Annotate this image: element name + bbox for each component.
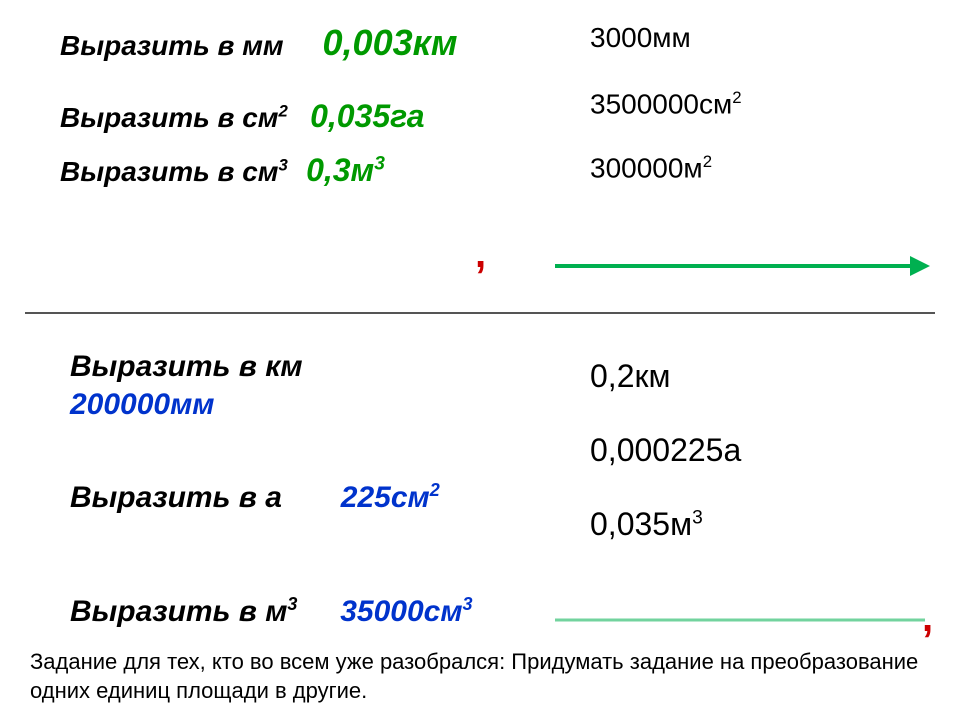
prompt-part: Выразить в см bbox=[60, 156, 278, 187]
prompt-text: Выразить в см3 bbox=[60, 156, 296, 187]
answer-text: 3500000см bbox=[590, 88, 732, 119]
value-text: 0,035га bbox=[310, 98, 425, 134]
value-part: 35000см bbox=[340, 595, 462, 628]
prompt-sup: 3 bbox=[287, 594, 297, 614]
answer-sup: 2 bbox=[732, 88, 741, 107]
top-comma: , bbox=[475, 232, 486, 277]
bottom-answer-1: 0,2км bbox=[590, 358, 670, 395]
top-answer-1: 3000мм bbox=[590, 22, 691, 54]
prompt-sup: 3 bbox=[278, 156, 287, 175]
bottom-comma: , bbox=[922, 596, 933, 641]
top-answer-3: 300000м2 bbox=[590, 152, 712, 184]
value-sup: 3 bbox=[374, 153, 385, 174]
value-text: 0,003км bbox=[323, 22, 458, 63]
bottom-row-3: Выразить в м3 35000см3 bbox=[70, 594, 473, 629]
value-part: 225см bbox=[341, 481, 430, 514]
prompt-part: Выразить в см bbox=[60, 102, 278, 133]
bottom-answer-2: 0,000225а bbox=[590, 432, 741, 469]
top-row-2: Выразить в см2 0,035га bbox=[60, 98, 425, 135]
bottom-row-1-prompt: Выразить в км bbox=[70, 350, 303, 384]
bottom-arrow bbox=[555, 610, 925, 630]
answer-text: 0,035м bbox=[590, 506, 692, 542]
prompt-text: Выразить в мм bbox=[60, 30, 284, 61]
value-text: 225см2 bbox=[341, 481, 440, 514]
prompt-sup: 2 bbox=[278, 102, 287, 121]
top-row-3: Выразить в см3 0,3м3 bbox=[60, 152, 385, 189]
top-row-1: Выразить в мм 0,003км bbox=[60, 22, 458, 64]
value-text: 0,3м3 bbox=[306, 152, 385, 188]
top-answer-2: 3500000см2 bbox=[590, 88, 742, 120]
prompt-text: Выразить в м3 bbox=[70, 595, 306, 628]
prompt-part: Выразить в м bbox=[70, 595, 287, 628]
divider-line bbox=[25, 312, 935, 314]
bottom-row-2: Выразить в а 225см2 bbox=[70, 480, 440, 515]
bottom-row-1-value: 200000мм bbox=[70, 388, 215, 422]
top-arrow-right bbox=[555, 254, 930, 278]
answer-sup: 3 bbox=[692, 507, 703, 528]
bottom-answer-3: 0,035м3 bbox=[590, 506, 703, 543]
answer-text: 300000м bbox=[590, 152, 703, 183]
value-text: 35000см3 bbox=[340, 595, 472, 628]
prompt-text: Выразить в см2 bbox=[60, 102, 296, 133]
prompt-text: Выразить в а bbox=[70, 481, 282, 514]
answer-sup: 2 bbox=[703, 152, 712, 171]
value-sup: 3 bbox=[463, 594, 473, 614]
footer-text: Задание для тех, кто во всем уже разобра… bbox=[30, 648, 930, 705]
value-sup: 2 bbox=[430, 480, 440, 500]
value-part: 0,3м bbox=[306, 152, 374, 188]
